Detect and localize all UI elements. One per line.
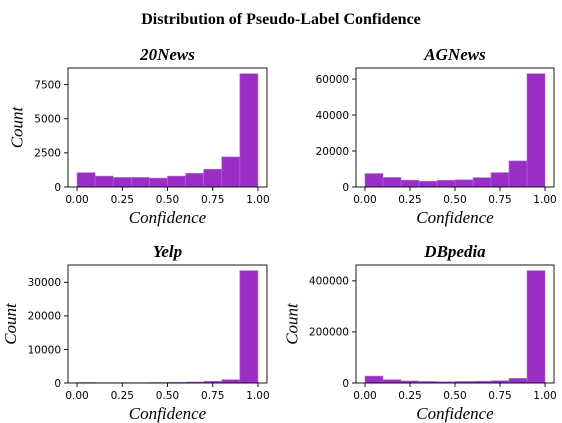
x-tick-label: 0.25 [398, 194, 421, 206]
x-tick-label: 0.50 [156, 390, 179, 402]
x-tick-label: 0.50 [443, 390, 466, 402]
x-tick-label: 1.00 [533, 390, 556, 402]
y-tick-label: 400000 [309, 276, 349, 288]
plot-frame [355, 264, 555, 384]
histogram-bar [364, 173, 384, 188]
x-tick-label: 1.00 [246, 390, 269, 402]
x-tick-label: 1.00 [533, 194, 556, 206]
histogram-bar [131, 177, 150, 188]
subplot-4: 0.00 0.25 0.50 0.75 1.00 0 200000 400000 DBpedia… [283, 242, 557, 423]
histogram-bar [436, 180, 456, 188]
x-tick-label: 0.00 [353, 390, 376, 402]
y-tick-label: 2500 [34, 148, 61, 160]
y-tick-label: 0 [342, 182, 349, 194]
histogram-bar [221, 379, 241, 384]
histogram-bar [382, 177, 402, 188]
y-axis-label: Count [1, 302, 20, 345]
histogram-bar [239, 73, 259, 188]
x-tick-label: 1.00 [246, 194, 269, 206]
histogram-bar [364, 375, 384, 384]
x-tick-label: 0.50 [443, 194, 466, 206]
figure-title: Distribution of Pseudo-Label Confidence [141, 11, 421, 28]
subplot-3: 0.00 0.25 0.50 0.75 1.00 0 10000 20000 30000 Yelp… [1, 242, 270, 423]
histogram-bar [203, 168, 223, 188]
histogram-bar [454, 179, 474, 188]
histogram-bar [472, 177, 492, 188]
x-tick-label: 0.00 [65, 194, 88, 206]
subplot-title: DBpedia [423, 242, 486, 261]
histogram-bar [112, 177, 132, 188]
y-tick-label: 40000 [316, 110, 349, 122]
y-tick-label: 7500 [34, 79, 61, 91]
subplot-title: 20News [139, 45, 195, 64]
y-axis-label: Count [7, 105, 26, 148]
y-axis-label: Count [283, 302, 302, 345]
x-tick-label: 0.75 [201, 390, 224, 402]
x-axis-label: Confidence [416, 208, 494, 227]
histogram-bar [221, 156, 241, 188]
histogram-bar [382, 379, 402, 384]
y-tick-label: 10000 [28, 344, 61, 356]
y-tick-label: 0 [54, 378, 61, 390]
x-tick-label: 0.75 [488, 194, 511, 206]
histogram-bar [508, 378, 528, 384]
x-axis-label: Confidence [416, 404, 494, 423]
subplot-title: AGNews [423, 45, 486, 64]
histogram-bar [526, 73, 546, 188]
y-tick-label: 0 [54, 182, 61, 194]
x-tick-label: 0.50 [156, 194, 179, 206]
histogram-bar [76, 172, 96, 188]
histogram-bar [149, 177, 168, 188]
histogram-bar [94, 175, 114, 188]
y-tick-label: 60000 [316, 74, 349, 86]
histogram-bar [490, 172, 510, 188]
y-tick-label: 200000 [309, 327, 349, 339]
subplots: 0.00 0.25 0.50 0.75 1.00 0 2500 5000 7500 20News C… [1, 45, 557, 423]
x-axis-label: Confidence [129, 208, 207, 227]
y-tick-label: 0 [342, 378, 349, 390]
x-tick-label: 0.25 [111, 390, 134, 402]
histogram-bar [400, 179, 420, 188]
x-tick-label: 0.00 [65, 390, 88, 402]
histogram-bar [508, 160, 528, 188]
histogram-bar [526, 270, 546, 384]
x-tick-label: 0.25 [111, 194, 134, 206]
y-tick-label: 30000 [28, 277, 61, 289]
plot-frame [67, 264, 268, 384]
y-tick-label: 20000 [28, 311, 61, 323]
y-tick-label: 5000 [34, 114, 61, 126]
histogram-bar [185, 173, 204, 188]
x-tick-label: 0.75 [201, 194, 224, 206]
x-axis-label: Confidence [129, 404, 207, 423]
subplot-2: 0.00 0.25 0.50 0.75 1.00 0 20000 40000 60000 AGNe… [316, 45, 557, 227]
subplot-1: 0.00 0.25 0.50 0.75 1.00 0 2500 5000 7500 20News C… [7, 45, 269, 227]
x-tick-label: 0.00 [353, 194, 376, 206]
histogram-bar [418, 180, 438, 188]
x-tick-label: 0.25 [398, 390, 421, 402]
x-tick-label: 0.75 [488, 390, 511, 402]
y-tick-label: 20000 [316, 146, 349, 158]
histogram-bar [167, 175, 186, 188]
subplot-title: Yelp [153, 242, 182, 261]
histogram-bar [239, 270, 259, 384]
